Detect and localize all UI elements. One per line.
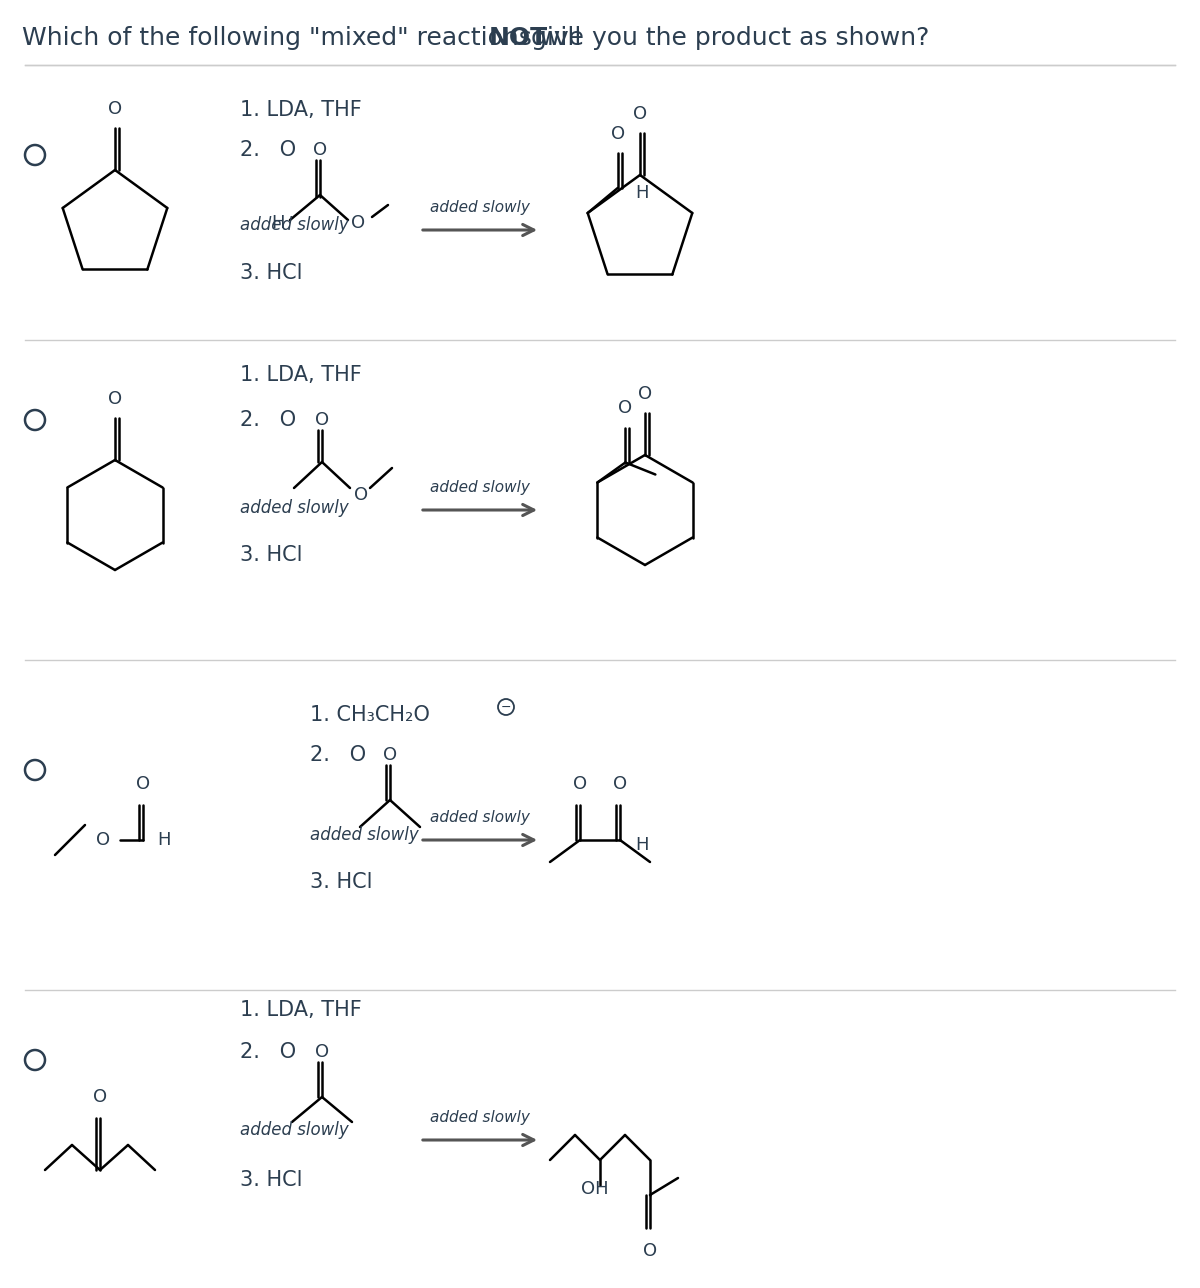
Text: 2.   O: 2. O [240,140,296,160]
Text: Which of the following "mixed" reactions will: Which of the following "mixed" reactions… [22,26,589,50]
Text: added slowly: added slowly [240,1121,349,1139]
Text: added slowly: added slowly [240,498,349,516]
Text: 2.   O: 2. O [310,744,366,765]
Text: −: − [500,701,511,714]
Text: 3. HCl: 3. HCl [240,545,302,565]
Text: 1. CH₃CH₂O: 1. CH₃CH₂O [310,705,430,725]
Text: O: O [314,411,329,429]
Text: give you the product as shown?: give you the product as shown? [523,26,930,50]
Text: O: O [611,125,625,143]
Text: added slowly: added slowly [430,810,530,826]
Text: O: O [108,100,122,118]
Text: added slowly: added slowly [310,826,419,844]
Text: added slowly: added slowly [430,1110,530,1124]
Text: 3. HCl: 3. HCl [240,1170,302,1190]
Text: 2.   O: 2. O [240,410,296,430]
Text: added slowly: added slowly [430,480,530,495]
Text: O: O [643,1242,658,1260]
Text: H: H [635,836,648,854]
Text: added slowly: added slowly [430,200,530,215]
Text: O: O [354,486,368,504]
Text: H: H [271,214,284,232]
Text: 3. HCl: 3. HCl [310,872,372,893]
Text: O: O [350,214,365,232]
Text: 1. LDA, THF: 1. LDA, THF [240,100,361,120]
Text: NOT: NOT [488,26,548,50]
Text: 1. LDA, THF: 1. LDA, THF [240,999,361,1020]
Text: O: O [613,775,628,793]
Text: O: O [313,140,328,158]
Text: O: O [632,106,647,122]
Text: O: O [638,385,652,403]
Text: O: O [383,746,397,764]
Text: H: H [157,831,170,849]
Text: O: O [136,775,150,793]
Text: O: O [92,1088,107,1106]
Text: 2.   O: 2. O [240,1042,296,1063]
Text: 1. LDA, THF: 1. LDA, THF [240,365,361,385]
Text: 3. HCl: 3. HCl [240,263,302,283]
Text: O: O [108,390,122,408]
Text: O: O [572,775,587,793]
Text: O: O [96,831,110,849]
Text: H: H [636,184,649,202]
Text: OH: OH [581,1180,608,1198]
Text: added slowly: added slowly [240,216,349,234]
Text: O: O [618,398,632,416]
Text: O: O [314,1043,329,1061]
